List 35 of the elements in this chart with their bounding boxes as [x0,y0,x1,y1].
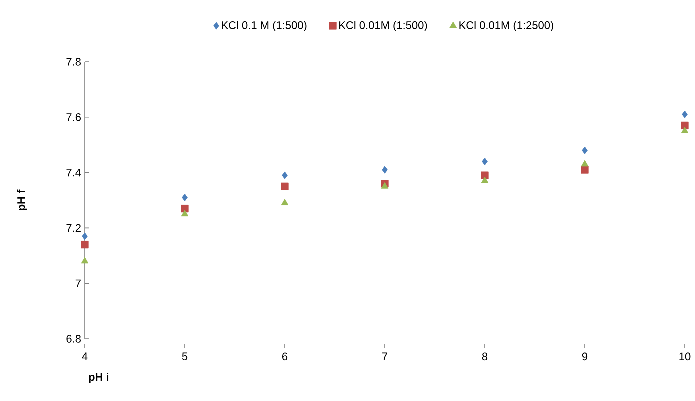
point [82,232,88,240]
x-tick-label: 5 [182,352,188,360]
point [582,146,588,154]
y-tick-label: 7.6 [66,114,81,122]
point [682,110,688,118]
point [81,241,89,249]
point [581,166,589,174]
x-tick-label: 6 [282,352,288,361]
x-tick-label: 4 [82,352,88,360]
legend-label: KCl 0.01M (1:500) [340,21,428,32]
y-tick-label: 6.8 [66,335,81,343]
y-tick-label: 7.4 [66,169,82,177]
point [281,182,289,190]
y-tick-label: 7.2 [66,224,81,232]
legend-label: KCl 0.1 M (1:500) [222,21,307,32]
x-tick-label: 9 [582,352,588,361]
x-axis-title: pH i [89,373,109,384]
y-axis-title: pH f [17,190,28,210]
point [482,158,488,166]
point [581,160,589,167]
x-tick-label: 8 [482,352,488,361]
point [81,257,89,264]
point [481,172,489,180]
point [281,199,289,206]
point [681,127,689,134]
point [182,194,188,202]
point [481,176,489,184]
legend-label: KCl 0.01M (1:2500) [460,21,554,32]
point [181,210,189,217]
x-tick-label: 10 [680,352,691,361]
y-tick-label: 7 [76,280,81,288]
point [382,166,388,174]
point [282,172,288,180]
x-tick-label: 7 [382,352,388,360]
y-tick-label: 7.8 [66,58,81,66]
